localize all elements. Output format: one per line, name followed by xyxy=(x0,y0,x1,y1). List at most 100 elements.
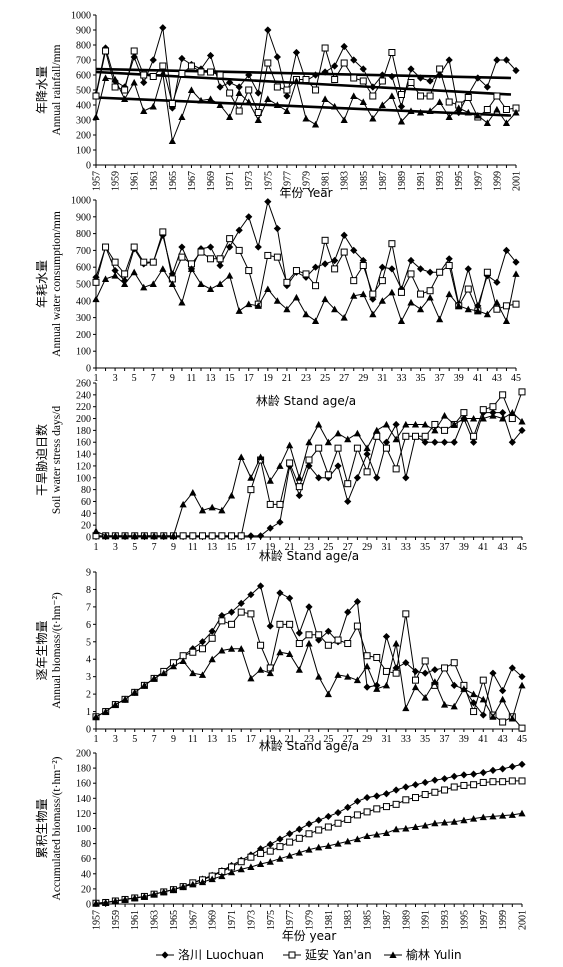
y-tick-label: 0 xyxy=(86,900,91,911)
data-point xyxy=(208,634,216,642)
data-point xyxy=(226,89,234,97)
data-point xyxy=(266,622,274,630)
series-line xyxy=(95,641,523,720)
x-tick-label: 7 xyxy=(151,373,156,384)
data-point xyxy=(273,297,281,304)
y-tick-label: 60 xyxy=(81,497,91,508)
data-point xyxy=(302,310,310,318)
data-point xyxy=(149,73,157,80)
data-point xyxy=(324,627,332,635)
data-point xyxy=(237,645,245,652)
data-point xyxy=(502,302,510,310)
data-point xyxy=(198,506,207,514)
data-point xyxy=(111,532,119,539)
data-point xyxy=(460,771,468,779)
data-point xyxy=(216,261,224,270)
data-point xyxy=(455,302,463,309)
data-point xyxy=(363,832,371,840)
data-point xyxy=(121,532,129,539)
data-point xyxy=(140,258,148,266)
y-tick-label: 240 xyxy=(76,390,91,401)
data-point xyxy=(426,268,434,276)
series-square xyxy=(92,608,526,732)
data-point xyxy=(363,793,371,802)
x-tick-label: 1997 xyxy=(479,910,490,930)
x-tick-label: 1963 xyxy=(149,171,160,191)
x-axis-title: 年份 year xyxy=(282,929,337,943)
data-point xyxy=(340,231,348,239)
x-tick-label: 1977 xyxy=(285,910,296,930)
x-tick-label: 2001 xyxy=(518,910,529,930)
data-point xyxy=(445,255,453,263)
data-point xyxy=(402,610,410,618)
x-tick-label: 1977 xyxy=(282,171,293,191)
data-point xyxy=(508,777,516,785)
data-point xyxy=(121,695,129,703)
x-tick-label: 27 xyxy=(343,542,353,553)
y-axis-title-cn: 干旱胁迫日数 xyxy=(34,424,49,496)
data-point xyxy=(334,809,342,817)
x-tick-label: 3 xyxy=(113,734,118,745)
data-point xyxy=(305,603,313,611)
y-tick-label: 9 xyxy=(86,568,91,579)
x-tick-label: 33 xyxy=(396,373,406,384)
data-point xyxy=(518,388,526,396)
data-point xyxy=(178,70,186,77)
data-point xyxy=(392,420,400,429)
data-point xyxy=(292,48,301,57)
data-point xyxy=(311,120,320,128)
data-point xyxy=(283,305,291,313)
x-tick-label: 11 xyxy=(187,373,197,384)
legend-item: 洛川 Luochuan xyxy=(156,947,264,962)
data-point xyxy=(416,108,425,116)
data-point xyxy=(149,102,157,110)
data-point xyxy=(470,781,478,789)
y-tick-label: 600 xyxy=(76,71,91,82)
data-point xyxy=(450,438,458,446)
data-point xyxy=(321,260,329,268)
data-point xyxy=(160,669,168,677)
data-point xyxy=(431,438,439,446)
x-tick-label: 3 xyxy=(113,542,118,553)
data-point xyxy=(276,648,284,656)
data-point xyxy=(402,659,410,667)
y-tick-label: 0 xyxy=(86,161,91,172)
data-point xyxy=(266,840,274,848)
data-point xyxy=(474,307,482,314)
data-point xyxy=(512,300,520,308)
data-point xyxy=(440,438,449,446)
data-point xyxy=(499,765,507,773)
data-point xyxy=(315,826,323,834)
data-point xyxy=(102,47,110,55)
data-point xyxy=(140,71,148,79)
series-square xyxy=(92,777,526,907)
data-point xyxy=(237,608,245,616)
y-tick-label: 140 xyxy=(76,450,91,461)
data-point xyxy=(227,608,236,616)
data-point xyxy=(286,594,294,602)
data-point xyxy=(227,868,236,876)
x-tick-label: 1959 xyxy=(111,910,122,930)
data-point xyxy=(92,278,100,286)
data-point xyxy=(479,769,487,777)
data-point xyxy=(508,714,516,722)
x-tick-label: 43 xyxy=(498,542,508,553)
x-tick-label: 1957 xyxy=(92,171,103,191)
data-point xyxy=(407,298,415,306)
data-point xyxy=(102,707,110,715)
x-tick-label: 7 xyxy=(152,542,157,553)
data-point xyxy=(331,62,339,70)
data-point xyxy=(518,417,526,425)
data-point xyxy=(489,812,497,820)
y-tick-label: 300 xyxy=(76,116,91,127)
chart-accumulated: 0 20 40 60 80 100 120 140 160 180 200 1957 1959 1961 1… xyxy=(35,749,529,944)
data-point xyxy=(257,641,265,649)
data-point xyxy=(353,444,361,452)
y-axis-title-cn: 年降水量 xyxy=(35,66,49,114)
data-point xyxy=(392,669,400,677)
data-point xyxy=(483,310,491,318)
data-point xyxy=(479,676,487,684)
data-point xyxy=(350,56,358,64)
data-point xyxy=(340,59,348,67)
data-point xyxy=(455,108,463,117)
